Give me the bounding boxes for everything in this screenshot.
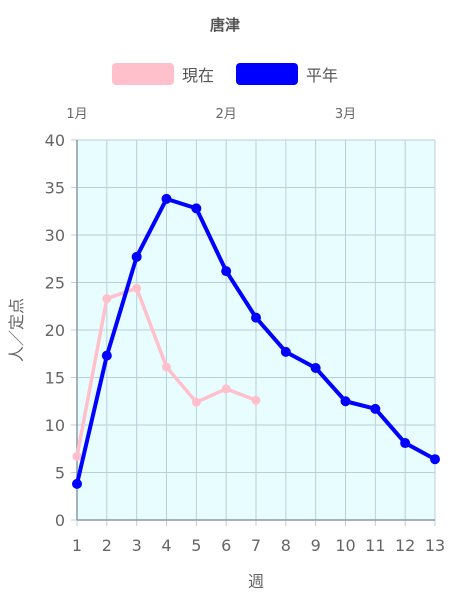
- data-point-1: [400, 438, 411, 449]
- data-point-0: [72, 451, 82, 461]
- data-point-1: [191, 203, 202, 214]
- data-point-0: [221, 384, 231, 394]
- data-point-1: [221, 266, 232, 277]
- y-tick-label: 20: [45, 321, 65, 340]
- month-label: 2月: [216, 107, 237, 122]
- x-axis-title: 週: [248, 572, 264, 591]
- month-label: 1月: [66, 107, 87, 122]
- y-tick-label: 5: [55, 464, 65, 483]
- legend-label-current: 現在: [181, 66, 214, 85]
- x-tick-label: 12: [395, 536, 415, 555]
- legend-label-normal: 平年: [306, 66, 339, 85]
- x-tick-label: 10: [335, 536, 355, 555]
- data-point-0: [191, 397, 201, 407]
- data-point-1: [370, 403, 381, 414]
- x-tick-label: 2: [102, 536, 112, 555]
- y-tick-label: 30: [45, 226, 65, 245]
- data-point-1: [72, 478, 82, 489]
- x-tick-label: 6: [221, 536, 231, 555]
- x-tick-label: 3: [132, 536, 142, 555]
- x-tick-label: 9: [311, 536, 321, 555]
- x-tick-label: 5: [191, 536, 201, 555]
- data-point-0: [102, 294, 112, 304]
- x-tick-label: 11: [365, 536, 385, 555]
- y-tick-label: 40: [45, 131, 65, 150]
- legend: 現在 平年: [0, 62, 450, 86]
- data-point-1: [280, 346, 291, 357]
- y-tick-label: 15: [45, 369, 65, 388]
- legend-swatch-normal: [236, 63, 298, 85]
- y-tick-label: 10: [45, 416, 65, 435]
- legend-item-normal[interactable]: 平年: [236, 62, 338, 86]
- y-axis-title: 人／定点: [7, 298, 26, 362]
- x-tick-label: 4: [161, 536, 171, 555]
- data-point-0: [162, 362, 171, 372]
- data-point-1: [340, 396, 351, 407]
- legend-item-current[interactable]: 現在: [111, 62, 214, 86]
- legend-swatch-current: [111, 63, 174, 85]
- data-point-1: [310, 363, 321, 373]
- data-point-0: [132, 283, 142, 293]
- data-point-1: [131, 251, 142, 262]
- month-label: 3月: [335, 107, 356, 122]
- data-point-1: [430, 454, 440, 465]
- x-tick-label: 1: [72, 536, 82, 555]
- data-point-1: [101, 350, 112, 361]
- y-tick-label: 35: [45, 179, 65, 198]
- y-tick-label: 0: [55, 511, 65, 530]
- data-point-1: [161, 193, 172, 204]
- y-tick-label: 25: [45, 274, 65, 293]
- x-tick-label: 8: [281, 536, 291, 555]
- x-tick-label: 7: [251, 536, 261, 555]
- x-tick-label: 13: [425, 536, 445, 555]
- data-point-0: [251, 395, 261, 405]
- data-point-1: [251, 312, 261, 323]
- chart-title: 唐津: [209, 16, 240, 34]
